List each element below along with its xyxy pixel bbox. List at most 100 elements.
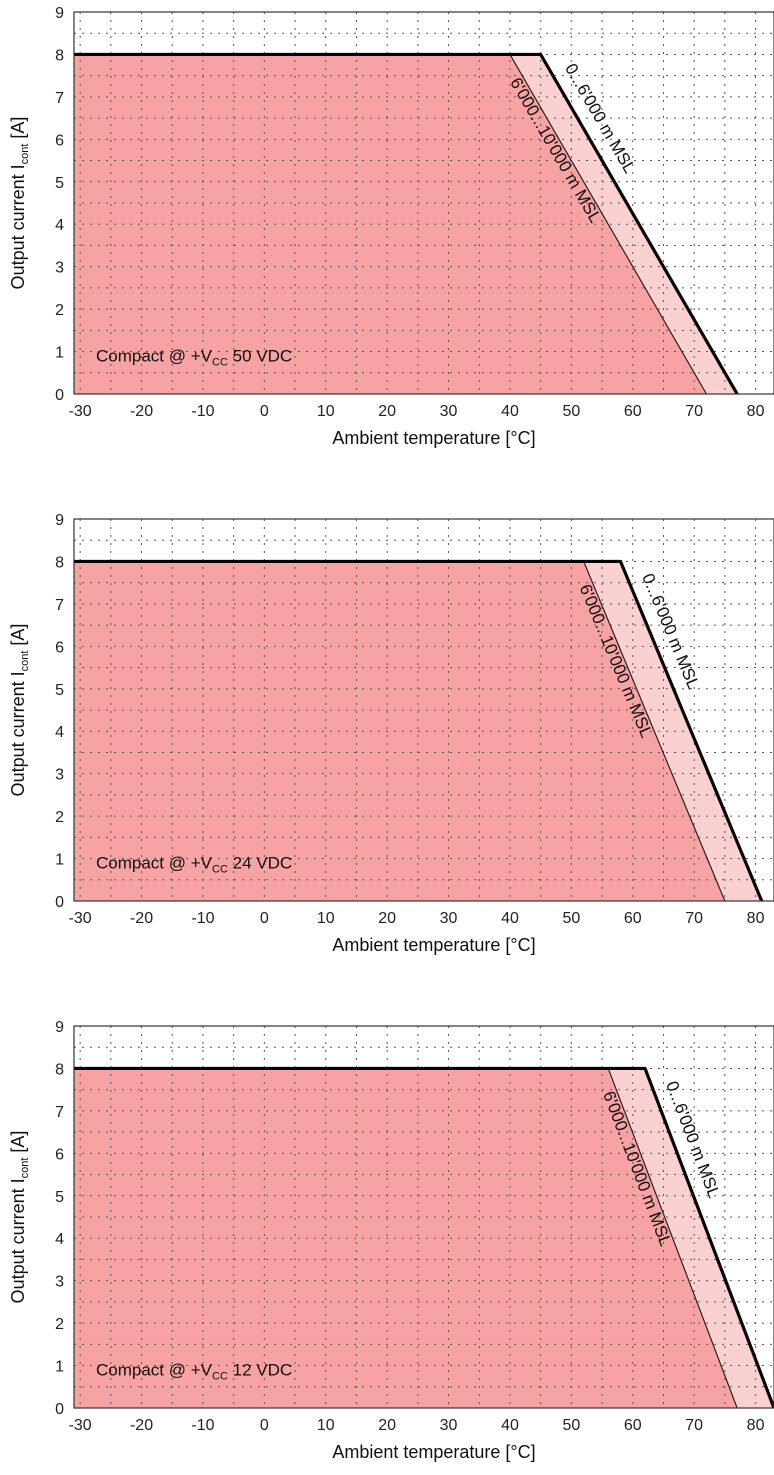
x-tick-label: 80: [747, 403, 765, 420]
y-tick-label: 2: [55, 809, 64, 826]
x-tick-label: -20: [130, 910, 153, 927]
x-tick-label: 10: [317, 1417, 335, 1434]
x-tick-label: -10: [191, 403, 214, 420]
y-tick-label: 9: [55, 1019, 64, 1036]
x-axis-label: Ambient temperature [°C]: [332, 935, 535, 955]
x-axis-label: Ambient temperature [°C]: [332, 1442, 535, 1462]
x-tick-label: 60: [624, 403, 642, 420]
series-line-low-altitude: [74, 559, 764, 902]
y-tick-label: 6: [55, 639, 64, 656]
y-axis-label-main: Output current I: [8, 671, 28, 796]
voltage-label-prefix: Compact @ +V: [96, 854, 213, 873]
y-tick-label: 7: [55, 597, 64, 614]
y-tick-label: 9: [55, 5, 64, 22]
x-tick-label: 80: [747, 910, 765, 927]
x-tick-label: 30: [440, 1417, 458, 1434]
y-axis-label-main: Output current I: [8, 1178, 28, 1303]
x-tick-label: 50: [562, 403, 580, 420]
y-axis-label-unit: [A]: [8, 624, 28, 651]
voltage-label-suffix: 12 VDC: [228, 1361, 292, 1380]
plot-frame: [73, 518, 774, 902]
x-tick-label: 0: [260, 1417, 269, 1434]
x-tick-label: 70: [685, 403, 703, 420]
x-tick-label: 40: [501, 403, 519, 420]
x-tick-label: 50: [562, 1417, 580, 1434]
y-tick-label: 1: [55, 1359, 64, 1376]
x-tick-label: 40: [501, 910, 519, 927]
y-tick-label: 3: [55, 767, 64, 784]
voltage-label: Compact @ +VCC 24 VDC: [96, 854, 292, 876]
x-tick-label: 10: [317, 910, 335, 927]
voltage-label-sub: CC: [212, 864, 228, 876]
y-tick-label: 6: [55, 1146, 64, 1163]
y-tick-label: 5: [55, 1189, 64, 1206]
x-tick-label: 50: [562, 910, 580, 927]
y-tick-label: 7: [55, 90, 64, 107]
y-tick-label: 6: [55, 132, 64, 149]
x-tick-label: -10: [191, 1417, 214, 1434]
y-axis-label-main: Output current I: [8, 164, 28, 289]
y-tick-label: 4: [55, 217, 64, 234]
y-axis-label-unit: [A]: [8, 1131, 28, 1158]
y-tick-label: 4: [55, 1231, 64, 1248]
x-tick-label: 20: [378, 1417, 396, 1434]
y-axis-label: Output current Icont [A]: [8, 624, 31, 797]
x-tick-label: 30: [440, 910, 458, 927]
y-axis-label: Output current Icont [A]: [8, 117, 31, 290]
voltage-label: Compact @ +VCC 50 VDC: [96, 347, 292, 369]
area-high-altitude: [74, 54, 707, 394]
x-tick-label: -30: [69, 403, 92, 420]
voltage-label-sub: CC: [212, 1371, 228, 1383]
x-tick-label: -20: [130, 403, 153, 420]
y-tick-label: 3: [55, 1274, 64, 1291]
y-axis-label: Output current Icont [A]: [8, 1131, 31, 1304]
x-tick-label: 80: [747, 1417, 765, 1434]
x-tick-label: 40: [501, 1417, 519, 1434]
y-tick-label: 9: [55, 512, 64, 529]
y-tick-label: 3: [55, 260, 64, 277]
y-axis-label-sub: cont: [19, 1158, 31, 1179]
y-axis-label-unit: [A]: [8, 117, 28, 144]
y-tick-label: 2: [55, 302, 64, 319]
y-tick-label: 8: [55, 47, 64, 64]
y-axis-label-sub: cont: [19, 144, 31, 165]
chart-panel-3: -30 -20 -10 0 10 20 30 40 50 60 70 80 0 1 2 3 4 5 6 7 8 9 Ambi…: [8, 1019, 774, 1462]
voltage-label-prefix: Compact @ +V: [96, 347, 213, 366]
y-tick-label: 2: [55, 1316, 64, 1333]
x-tick-label: 70: [685, 1417, 703, 1434]
y-tick-label: 1: [55, 345, 64, 362]
y-tick-label: 0: [55, 1401, 64, 1418]
x-tick-label: 60: [624, 1417, 642, 1434]
x-tick-label: 70: [685, 910, 703, 927]
voltage-label-prefix: Compact @ +V: [96, 1361, 213, 1380]
voltage-label-suffix: 50 VDC: [228, 347, 292, 366]
x-tick-label: 20: [378, 403, 396, 420]
x-tick-label: 0: [260, 910, 269, 927]
chart-panel-1: -30 -20 -10 0 10 20 30 40 50 60 70 80 0 1 2 3 4 5 6 7 8 9 Ambi…: [8, 5, 774, 448]
x-tick-label: 20: [378, 910, 396, 927]
plot-frame: [73, 1025, 774, 1409]
x-tick-label: 0: [260, 403, 269, 420]
x-axis-label: Ambient temperature [°C]: [332, 428, 535, 448]
y-axis-label-sub: cont: [19, 651, 31, 672]
x-tick-label: 30: [440, 403, 458, 420]
y-tick-label: 1: [55, 852, 64, 869]
x-tick-label: -30: [69, 1417, 92, 1434]
y-tick-label: 4: [55, 724, 64, 741]
series-line-low-altitude: [74, 1066, 774, 1409]
y-tick-label: 8: [55, 554, 64, 571]
voltage-label: Compact @ +VCC 12 VDC: [96, 1361, 292, 1383]
plot-frame: [73, 11, 774, 395]
x-tick-label: -10: [191, 910, 214, 927]
y-tick-label: 5: [55, 682, 64, 699]
x-tick-label: -20: [130, 1417, 153, 1434]
voltage-label-sub: CC: [212, 357, 228, 369]
y-tick-label: 0: [55, 387, 64, 404]
chart-panel-2: -30 -20 -10 0 10 20 30 40 50 60 70 80 0 1 2 3 4 5 6 7 8 9 Ambi…: [8, 512, 774, 955]
y-tick-label: 8: [55, 1061, 64, 1078]
y-tick-label: 0: [55, 894, 64, 911]
x-tick-label: 60: [624, 910, 642, 927]
x-tick-label: 10: [317, 403, 335, 420]
voltage-label-suffix: 24 VDC: [228, 854, 292, 873]
